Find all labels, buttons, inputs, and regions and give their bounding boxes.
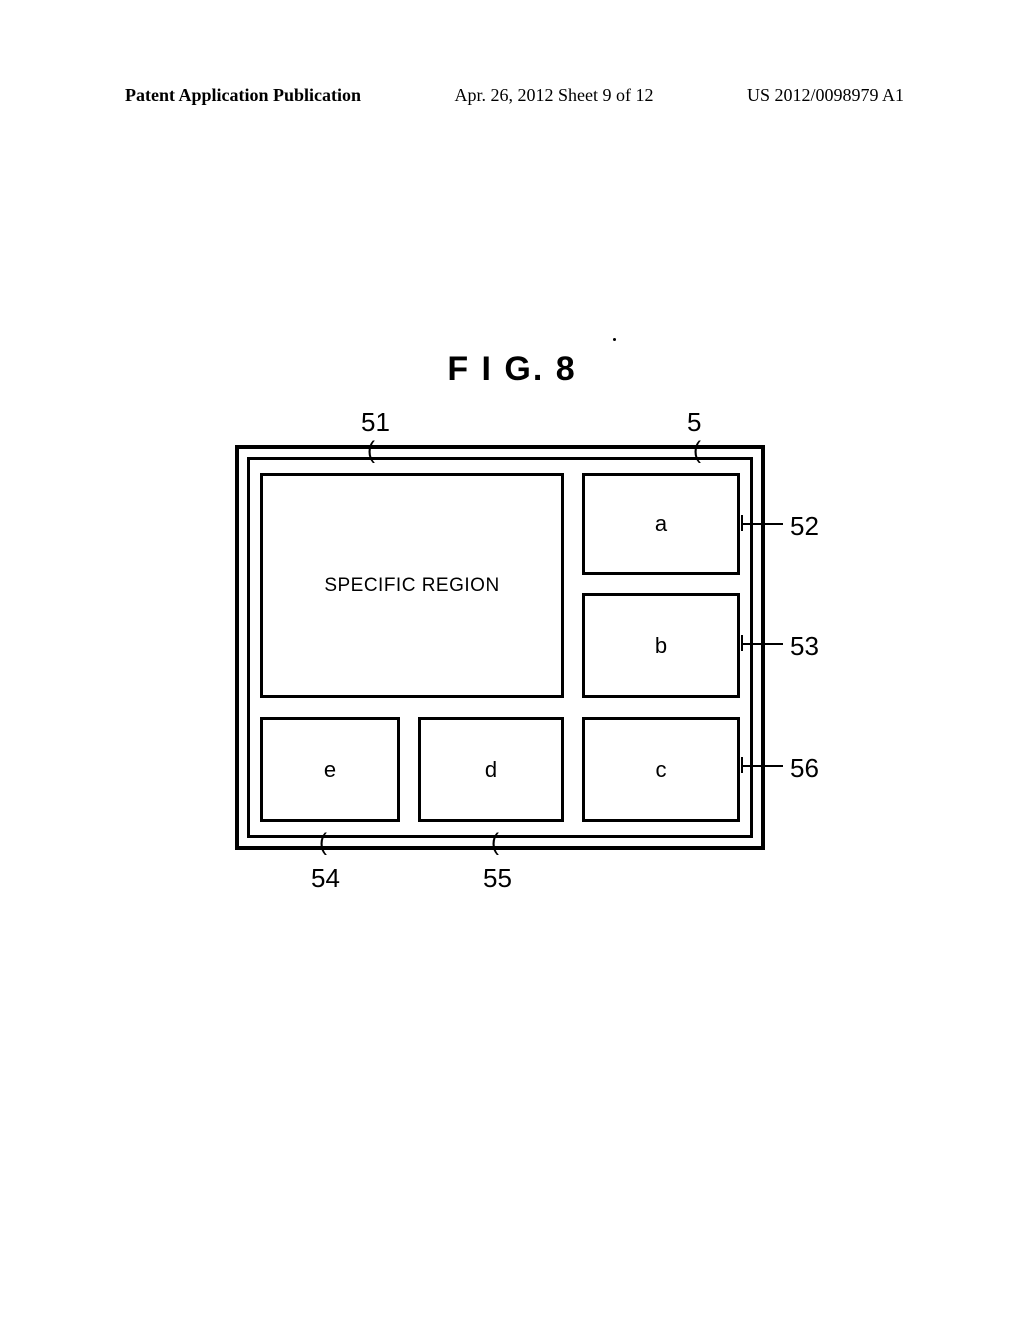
- region-52-text: a: [655, 511, 667, 537]
- region-56-c: c: [582, 717, 740, 822]
- leader-tick-56: [741, 757, 743, 773]
- ref-label-51: 51: [361, 407, 390, 438]
- ref-label-55: 55: [483, 863, 512, 894]
- leader-hook-5: (: [693, 439, 701, 463]
- leader-line-53: [741, 643, 783, 645]
- region-55-d: d: [418, 717, 564, 822]
- ref-label-54: 54: [311, 863, 340, 894]
- ref-label-5: 5: [687, 407, 701, 438]
- stray-dot: [613, 338, 616, 341]
- region-51-text: SPECIFIC REGION: [324, 575, 499, 597]
- figure-8-diagram: SPECIFIC REGION a b e d c 51 5 52 53 56 …: [235, 445, 765, 850]
- leader-hook-54: (: [319, 831, 327, 855]
- header-right: US 2012/0098979 A1: [747, 85, 904, 106]
- ref-label-53: 53: [790, 631, 819, 662]
- region-53-b: b: [582, 593, 740, 698]
- leader-tick-53: [741, 635, 743, 651]
- ref-label-52: 52: [790, 511, 819, 542]
- leader-line-52: [741, 523, 783, 525]
- region-54-text: e: [324, 757, 336, 783]
- page-header: Patent Application Publication Apr. 26, …: [0, 85, 1024, 106]
- header-left: Patent Application Publication: [125, 85, 361, 106]
- leader-hook-51: (: [367, 439, 375, 463]
- figure-title: F I G. 8: [0, 350, 1024, 389]
- region-54-e: e: [260, 717, 400, 822]
- region-53-text: b: [655, 633, 667, 659]
- leader-line-56: [741, 765, 783, 767]
- leader-hook-55: (: [491, 831, 499, 855]
- ref-label-56: 56: [790, 753, 819, 784]
- region-56-text: c: [656, 757, 667, 783]
- leader-tick-52: [741, 515, 743, 531]
- header-center: Apr. 26, 2012 Sheet 9 of 12: [455, 85, 654, 106]
- region-55-text: d: [485, 757, 497, 783]
- region-51-specific: SPECIFIC REGION: [260, 473, 564, 698]
- region-52-a: a: [582, 473, 740, 575]
